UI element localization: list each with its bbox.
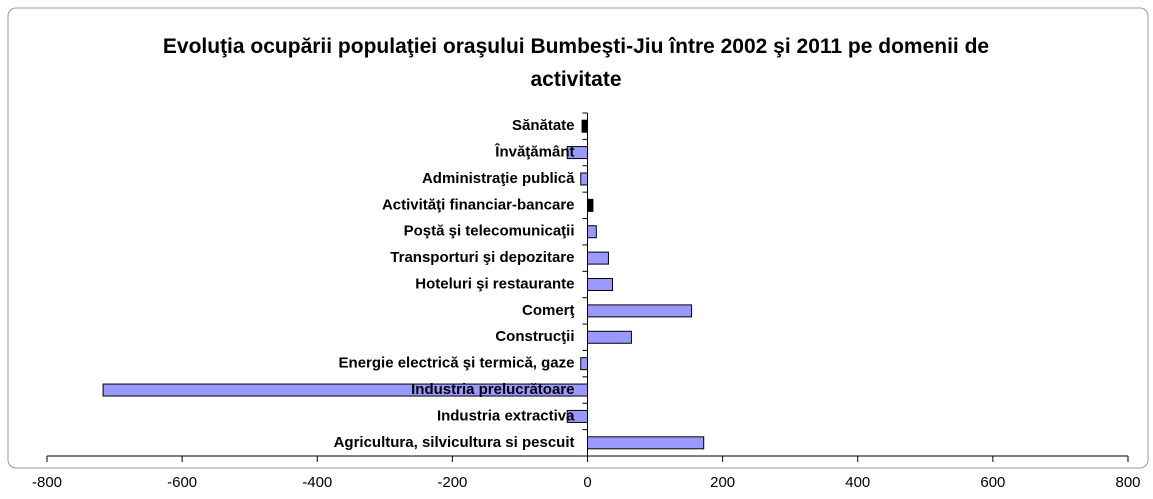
y-tick-label: Administraţie publică <box>422 170 575 187</box>
chart-frame <box>7 7 1149 469</box>
x-tick-label: -200 <box>437 474 467 491</box>
y-tick-label: Învăţământ <box>494 143 574 161</box>
bar <box>587 198 594 212</box>
bar <box>587 225 597 239</box>
bar <box>580 357 589 371</box>
bar <box>566 146 589 160</box>
y-tick-label: Poştă şi telecomunicaţii <box>404 223 575 240</box>
x-tick-label: -600 <box>167 474 197 491</box>
bar <box>581 119 588 133</box>
bar <box>587 278 613 291</box>
bar <box>587 330 632 344</box>
x-tick-label: 400 <box>845 474 870 491</box>
bar <box>587 251 609 265</box>
x-tick-label: -800 <box>32 474 62 491</box>
x-tick-label: 600 <box>980 474 1005 491</box>
x-tick-label: 200 <box>710 474 735 491</box>
bar <box>566 409 589 423</box>
y-tick-label: Hoteluri şi restaurante <box>415 275 574 292</box>
y-tick-label: Comerţ <box>522 302 575 319</box>
y-tick-label: Industria extractiva <box>437 407 575 424</box>
x-tick-label: 800 <box>1115 474 1140 491</box>
y-tick-label: Agricultura, silvicultura si pescuit <box>334 434 575 451</box>
y-tick-label: Activităţi financiar-bancare <box>382 196 575 213</box>
bar <box>587 436 705 450</box>
bar <box>587 304 693 318</box>
x-tick-label: 0 <box>583 474 591 491</box>
bar <box>580 172 589 186</box>
y-tick-label: Energie electrică şi termică, gaze <box>339 355 575 372</box>
y-tick-label: Industria prelucrătoare <box>411 381 574 398</box>
y-tick-label: Sănătate <box>512 117 575 134</box>
bar <box>102 383 588 397</box>
chart-title: Evoluţia ocupării populaţiei oraşului Bu… <box>162 35 990 91</box>
y-tick-label: Construcţii <box>495 328 574 345</box>
x-tick-label: -400 <box>302 474 332 491</box>
y-tick-label: Transporturi şi depozitare <box>390 249 574 266</box>
